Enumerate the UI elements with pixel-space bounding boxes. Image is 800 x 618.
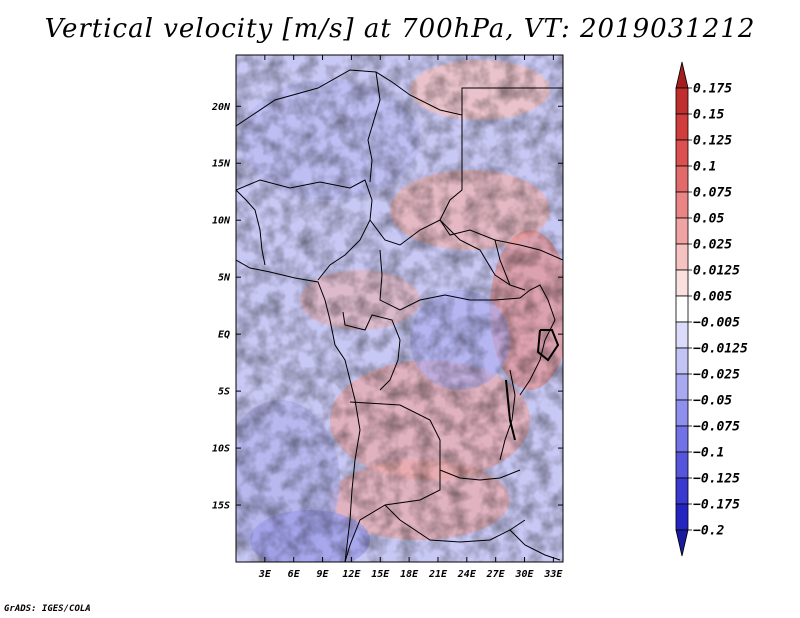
lat-label-5N: 5N [218, 273, 231, 284]
border-south-sudan [494, 239, 511, 286]
colorbar-label: −0.0125 [693, 342, 748, 357]
colorbar-label: −0.1 [693, 446, 724, 461]
grads-credit: GrADS: IGES/COLA [4, 604, 91, 614]
border-niger-chad [236, 69, 463, 221]
colorbar-segment [675, 269, 689, 297]
colorbar-label: −0.025 [693, 368, 740, 383]
colorbar-bottom-triangle [675, 529, 689, 557]
border-zambia-moz [509, 529, 561, 561]
lon-label-30E: 30E [514, 569, 534, 580]
lat-label-15S: 15S [212, 501, 230, 512]
lat-label-5S: 5S [218, 387, 230, 398]
lat-label-20N: 20N [211, 102, 231, 113]
lake-victoria [536, 329, 560, 362]
colorbar-label: 0.125 [693, 134, 732, 149]
border-car-south [379, 249, 521, 311]
map-panel [235, 54, 564, 563]
colorbar-label: −0.175 [693, 498, 740, 513]
colorbar-segment [675, 425, 689, 453]
latitude-axis: 20N 15N 10N 5N EQ 5S 10S 15S [211, 102, 563, 512]
lon-label-3E: 3E [258, 569, 272, 580]
lon-label-18E: 18E [400, 569, 419, 580]
lat-label-15N: 15N [212, 159, 231, 170]
lat-label-10S: 10S [212, 444, 230, 455]
colorbar-segment [675, 87, 689, 115]
colorbar-label: 0.05 [693, 212, 724, 227]
lat-label-10N: 10N [212, 216, 231, 227]
colorbar-label: 0.15 [693, 108, 724, 123]
border-chad-sudan [461, 87, 563, 115]
colorbar-label: 0.025 [693, 238, 732, 253]
lon-label-27E: 27E [486, 569, 506, 580]
colorbar-label: 0.075 [693, 186, 732, 201]
lon-label-12E: 12E [342, 569, 361, 580]
colorbar-segment [675, 217, 689, 245]
coastline-west [236, 259, 361, 562]
colorbar-segment [675, 503, 689, 531]
border-lakes [499, 369, 516, 461]
colorbar-segment [675, 477, 689, 505]
lon-label-21E: 21E [428, 569, 448, 580]
border-sudan-inner [367, 71, 381, 183]
border-cameroon [369, 219, 526, 291]
colorbar-segment [675, 295, 689, 323]
lon-label-6E: 6E [288, 569, 301, 580]
border-west-africa [236, 189, 266, 266]
map-frame [235, 54, 564, 563]
country-borders [236, 69, 563, 562]
chart-title: Vertical velocity [m/s] at 700hPa, VT: 2… [44, 14, 756, 44]
border-congo [342, 311, 401, 391]
colorbar-segment [675, 113, 689, 141]
colorbar-label: 0.005 [693, 290, 732, 305]
colorbar-label: 0.0125 [693, 264, 740, 279]
colorbar-segment [675, 399, 689, 427]
colorbar-segment [675, 165, 689, 193]
border-east [519, 284, 556, 396]
velocity-field [236, 55, 563, 562]
colorbar-segment [675, 321, 689, 349]
colorbar-label: 0.175 [693, 82, 732, 97]
colorbar-top-triangle [675, 61, 689, 89]
lat-label-EQ: EQ [218, 330, 230, 341]
longitude-axis: 3E 6E 9E 12E 15E 18E 21E 24E 27E 30E 33E [258, 55, 563, 580]
lon-label-15E: 15E [371, 569, 390, 580]
colorbar-label: −0.125 [693, 472, 740, 487]
lon-label-24E: 24E [457, 569, 477, 580]
colorbar-segment [675, 191, 689, 219]
colorbar-label: 0.1 [693, 160, 716, 175]
colorbar-label: −0.075 [693, 420, 740, 435]
lon-label-33E: 33E [543, 569, 563, 580]
colorbar-segment [675, 373, 689, 401]
colorbar-label: −0.005 [693, 316, 740, 331]
border-nigeria [236, 179, 373, 281]
colorbar-segment [675, 451, 689, 479]
lon-label-9E: 9E [317, 569, 330, 580]
colorbar-segment [675, 243, 689, 271]
colorbar-label: −0.05 [693, 394, 732, 409]
colorbar-segment [675, 347, 689, 375]
lake-tanganyika [505, 379, 516, 441]
colorbar: 0.175 0.15 0.125 0.1 0.075 0.05 0.025 0.0125 0.0… [675, 61, 748, 557]
colorbar-segment [675, 139, 689, 167]
colorbar-label: −0.2 [693, 524, 724, 539]
